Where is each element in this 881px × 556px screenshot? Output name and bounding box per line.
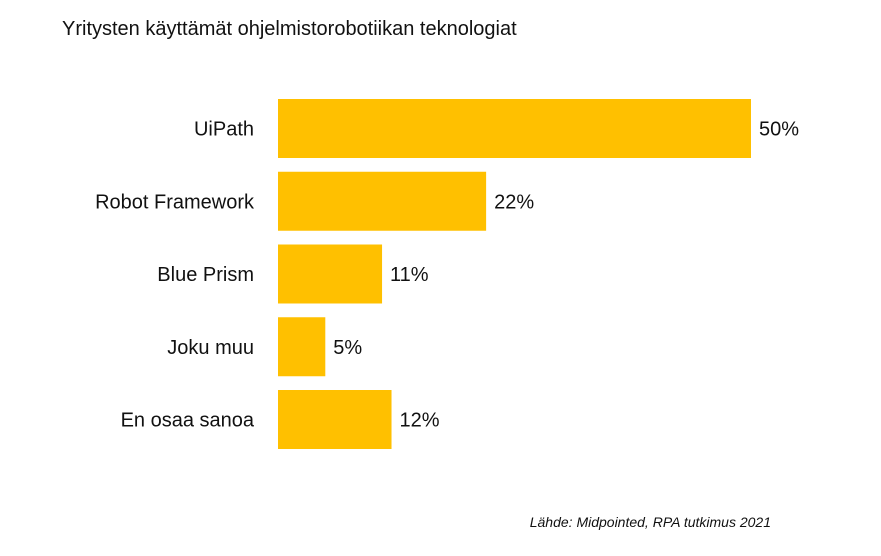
- category-label-0: UiPath: [194, 119, 254, 141]
- category-label-4: En osaa sanoa: [121, 410, 255, 432]
- source-note: Lähde: Midpointed, RPA tutkimus 2021: [529, 514, 771, 530]
- bar-3: [278, 317, 326, 377]
- bar-0: [278, 99, 751, 158]
- chart-title: Yritysten käyttämät ohjelmistorobotiikan…: [62, 18, 517, 40]
- bar-1: [278, 171, 487, 231]
- bar-4: [278, 390, 392, 449]
- value-label-2: 11%: [390, 264, 429, 286]
- bar-2: [278, 244, 383, 304]
- value-label-4: 12%: [400, 410, 440, 432]
- category-label-3: Joku muu: [167, 337, 254, 359]
- value-label-3: 5%: [333, 337, 362, 359]
- value-label-1: 22%: [494, 191, 534, 213]
- value-label-0: 50%: [759, 119, 799, 141]
- category-label-2: Blue Prism: [157, 264, 254, 286]
- category-label-1: Robot Framework: [95, 191, 255, 213]
